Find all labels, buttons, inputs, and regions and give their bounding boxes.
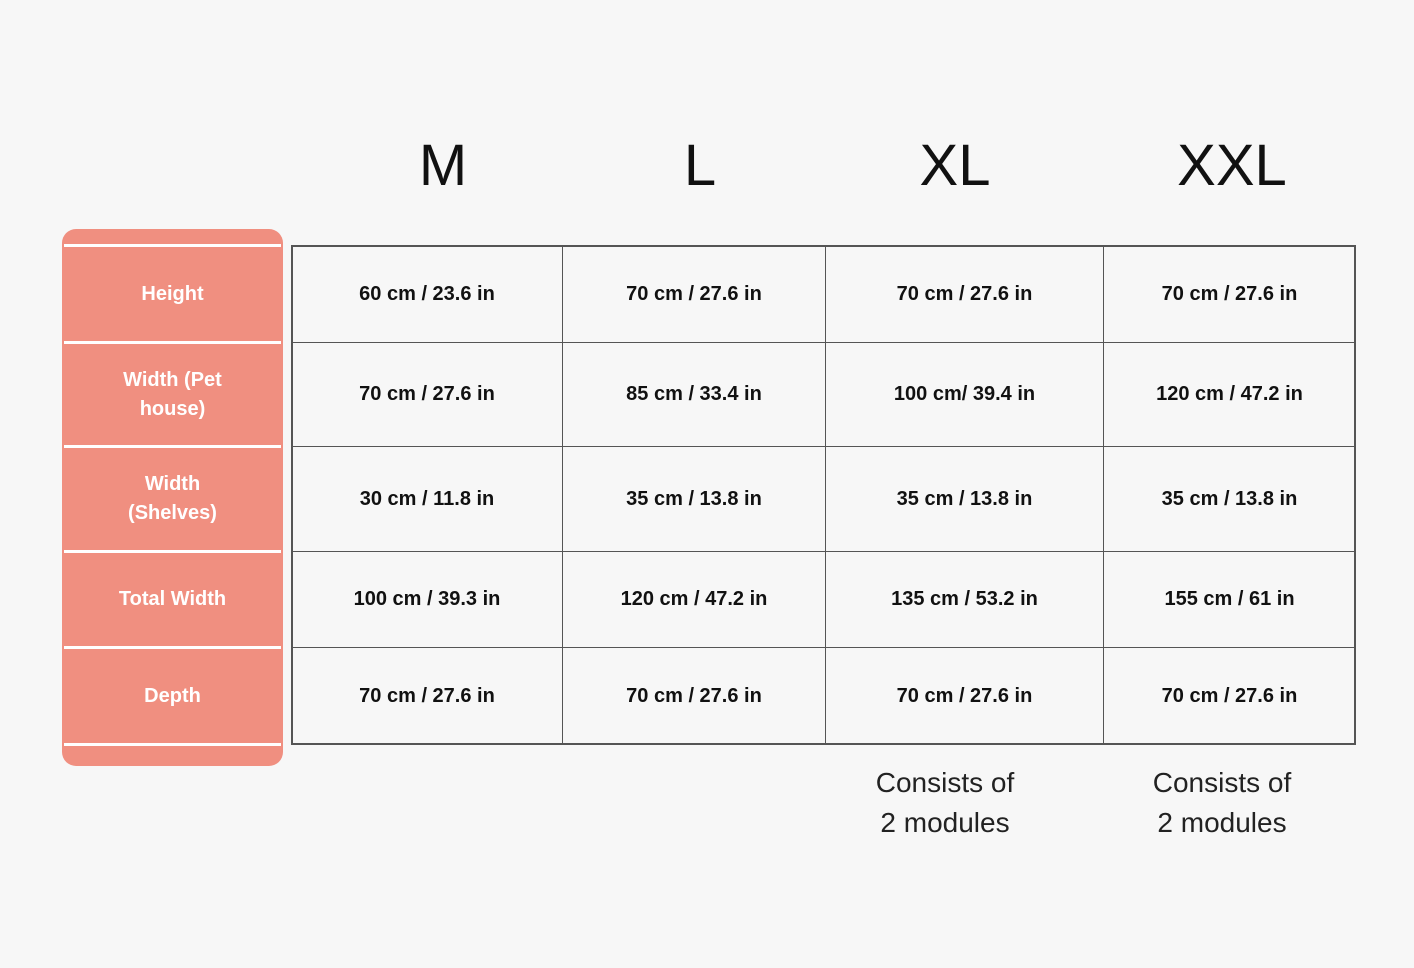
table-cell: 70 cm / 27.6 in [291, 342, 563, 447]
size-header: L [683, 133, 717, 198]
table-cell: 35 cm / 13.8 in [1103, 446, 1356, 552]
row-label: Width (Pet house) [64, 344, 281, 445]
table-cell: 100 cm/ 39.4 in [825, 342, 1104, 447]
table-cell: 70 cm / 27.6 in [825, 245, 1104, 343]
table-cell: 70 cm / 27.6 in [562, 245, 826, 343]
row-label-text: Total Width [118, 588, 227, 610]
label-separator [64, 550, 281, 553]
table-cell: 120 cm / 47.2 in [1103, 342, 1356, 447]
note-line: 2 modules [1157, 807, 1287, 838]
table-cell: 60 cm / 23.6 in [291, 245, 563, 343]
row-label-text: Depth [144, 684, 201, 707]
table-cell: 155 cm / 61 in [1103, 551, 1356, 648]
module-note: Consists of 2 modules [815, 763, 1075, 843]
table-cell: 70 cm / 27.6 in [291, 647, 563, 745]
table-cell: 120 cm / 47.2 in [562, 551, 826, 648]
label-separator [64, 743, 281, 746]
row-label: Height [64, 247, 281, 341]
table-cell: 30 cm / 11.8 in [291, 446, 563, 552]
row-label-text: Width (Pet house) [123, 368, 222, 420]
note-line: Consists of [1152, 767, 1292, 798]
size-header: M [418, 133, 468, 198]
table-cell: 100 cm / 39.3 in [291, 551, 563, 648]
row-label: Width (Shelves) [64, 448, 281, 550]
label-separator [64, 646, 281, 649]
table-cell: 70 cm / 27.6 in [562, 647, 826, 745]
table-cell: 70 cm / 27.6 in [825, 647, 1104, 745]
label-separator [64, 341, 281, 344]
row-label-text: Width (Shelves) [128, 473, 217, 524]
table-cell: 70 cm / 27.6 in [1103, 245, 1356, 343]
table-cell: 70 cm / 27.6 in [1103, 647, 1356, 745]
row-label-text: Height [141, 282, 204, 305]
size-header: XXL [1177, 133, 1287, 198]
label-column [62, 229, 283, 766]
label-separator [64, 244, 281, 247]
module-note: Consists of 2 modules [1092, 763, 1352, 843]
size-header: XL [919, 133, 991, 198]
row-label: Depth [64, 649, 281, 743]
label-separator [64, 445, 281, 448]
note-line: Consists of [875, 767, 1015, 798]
table-cell: 35 cm / 13.8 in [562, 446, 826, 552]
table-cell: 35 cm / 13.8 in [825, 446, 1104, 552]
table-cell: 85 cm / 33.4 in [562, 342, 826, 447]
row-label: Total Width [64, 553, 281, 646]
table-cell: 135 cm / 53.2 in [825, 551, 1104, 648]
note-line: 2 modules [880, 807, 1010, 838]
